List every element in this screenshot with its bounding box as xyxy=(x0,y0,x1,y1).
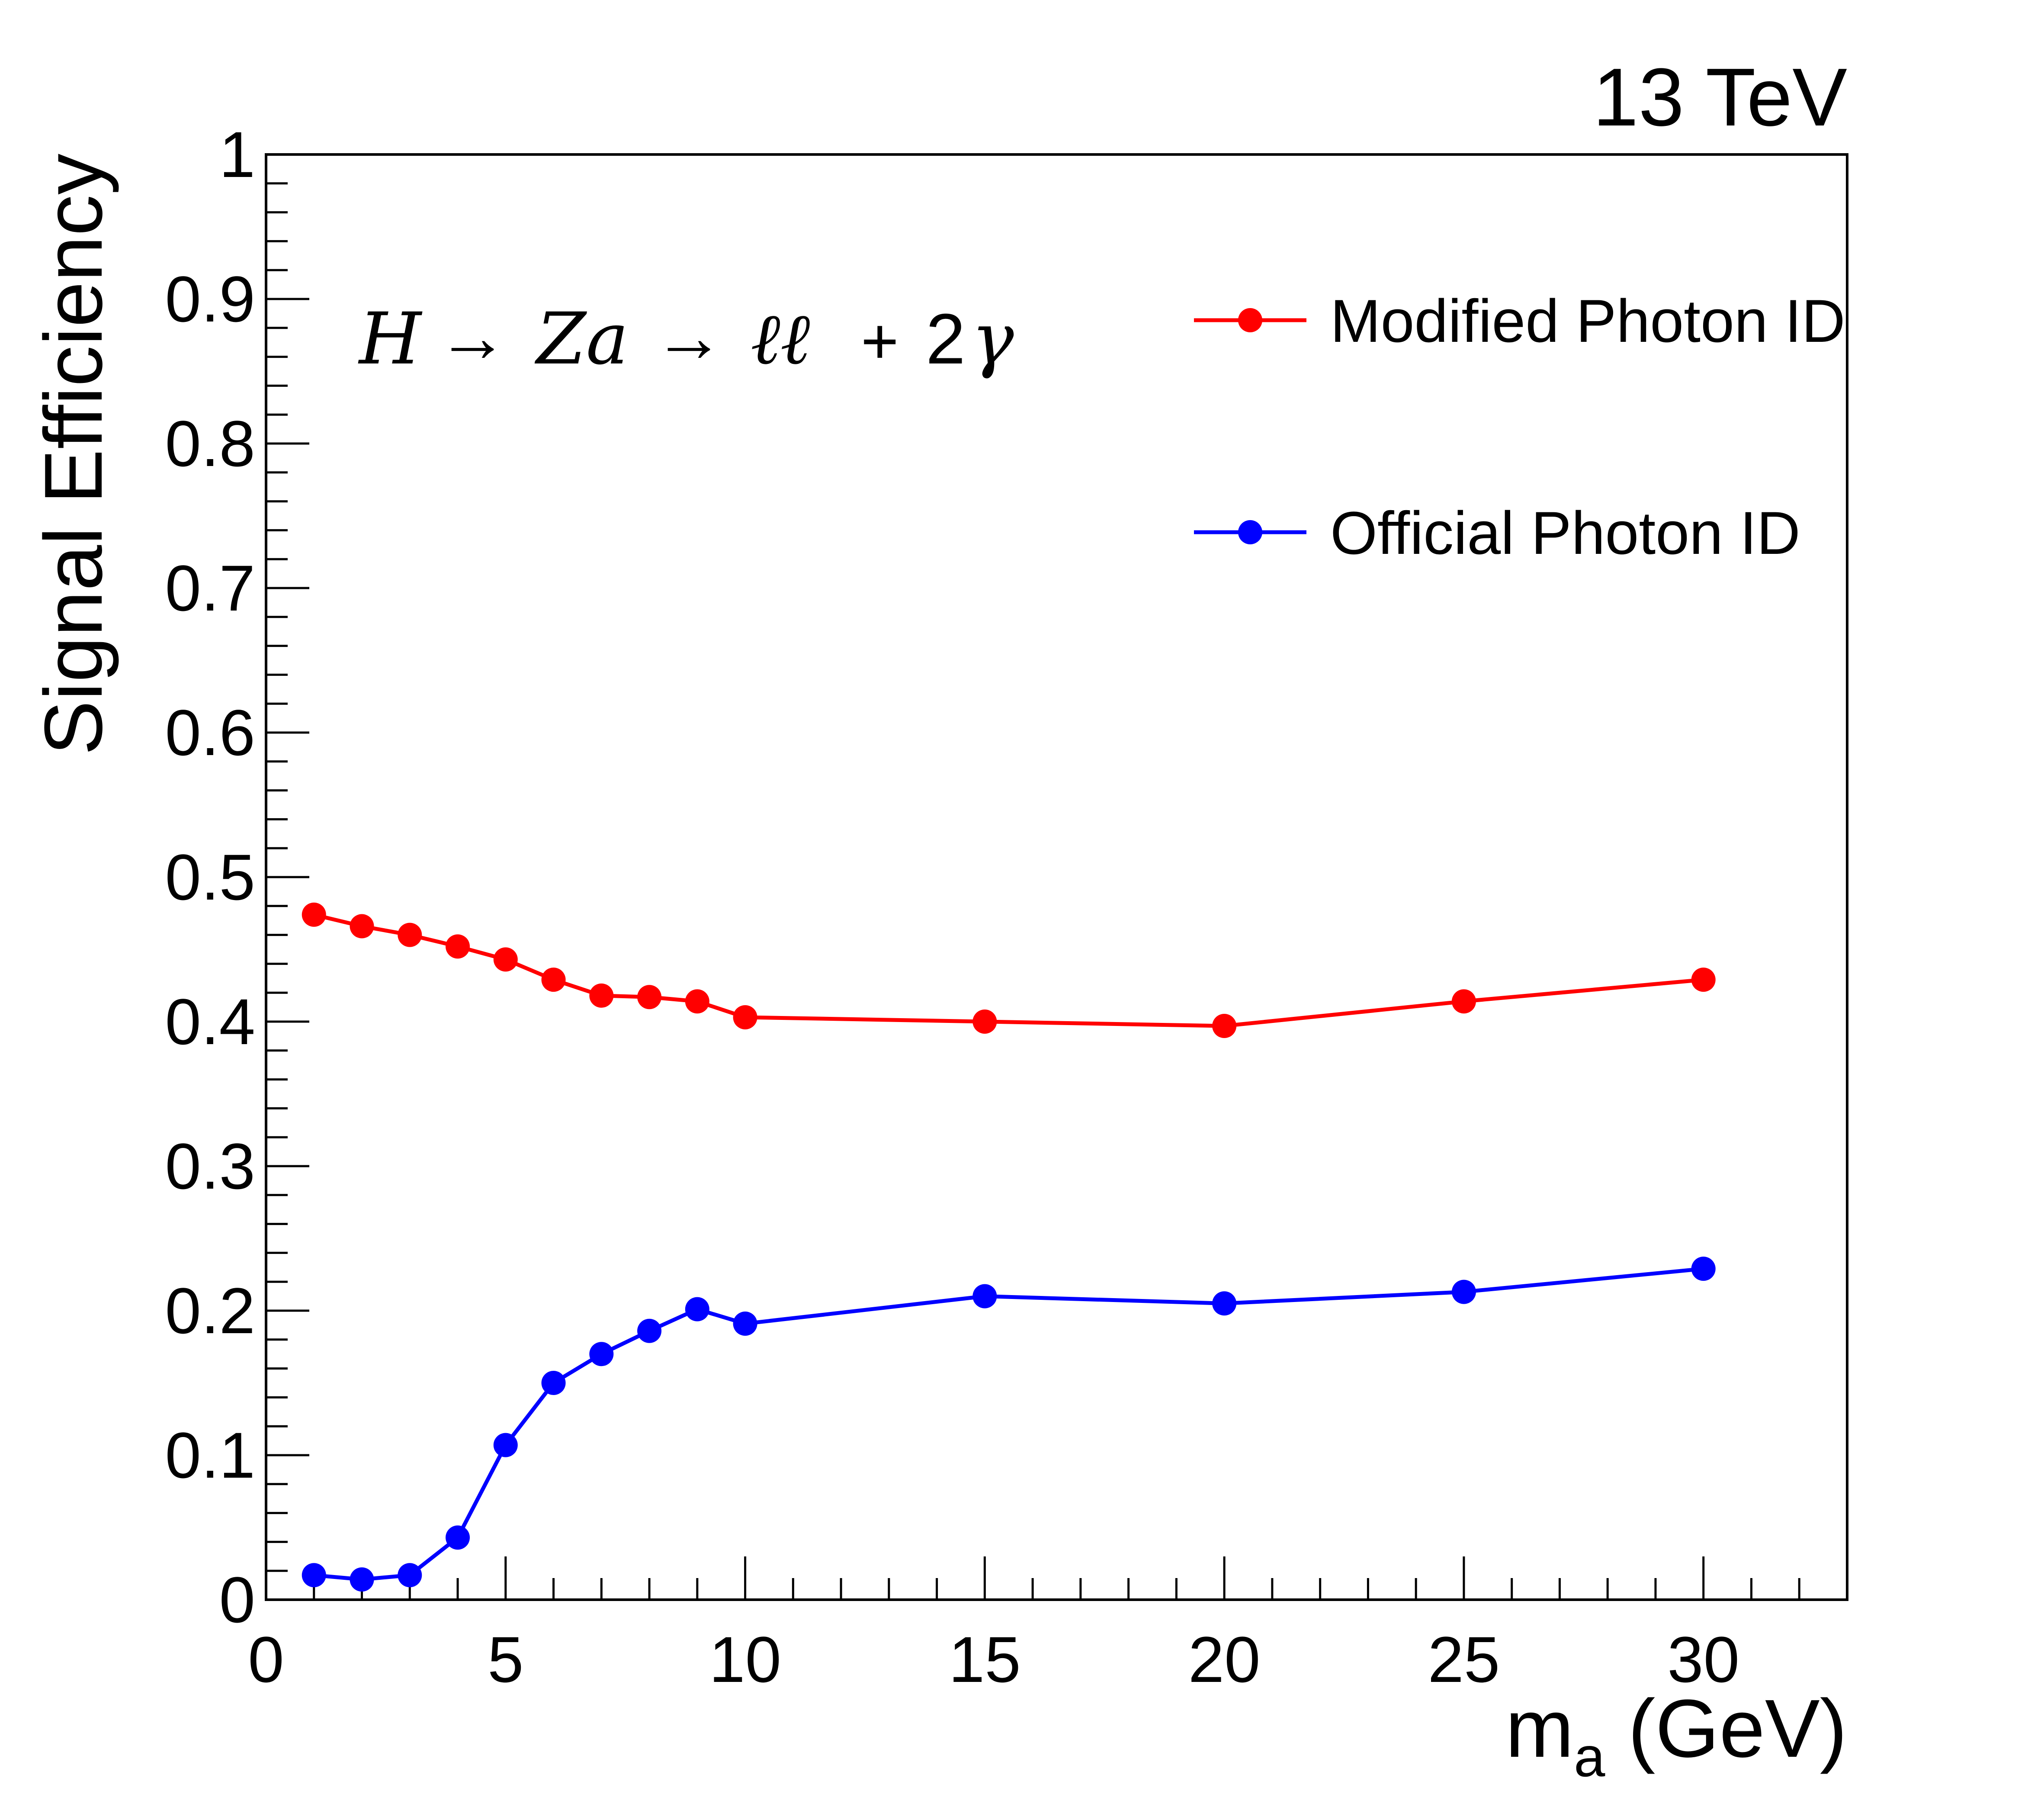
series-layer xyxy=(302,902,1716,1592)
data-point-modified-photon-id xyxy=(350,914,374,939)
process-arrow-2: → xyxy=(653,297,725,376)
data-point-official-photon-id xyxy=(589,1342,614,1366)
y-tick-label: 0.9 xyxy=(165,263,255,335)
y-tick-label: 0.2 xyxy=(165,1274,255,1347)
legend-entry-modified-photon-id: Modified Photon ID xyxy=(1194,287,1845,355)
x-axis-title: ma (GeV) xyxy=(1505,1683,1847,1788)
x-tick-label: 25 xyxy=(1428,1623,1500,1696)
process-h: H xyxy=(358,297,423,380)
data-point-official-photon-id xyxy=(350,1567,374,1592)
data-point-modified-photon-id xyxy=(589,983,614,1008)
data-point-modified-photon-id xyxy=(541,968,566,992)
data-point-official-photon-id xyxy=(733,1312,757,1336)
y-tick-label: 1 xyxy=(219,118,255,191)
x-tick-label: 15 xyxy=(949,1623,1021,1696)
plot-frame xyxy=(265,153,1848,1601)
data-point-modified-photon-id xyxy=(398,923,422,947)
data-point-official-photon-id xyxy=(972,1284,997,1308)
process-ll: ℓℓ xyxy=(751,297,810,380)
y-tick-label: 0.1 xyxy=(165,1419,255,1492)
y-tick-label: 0.5 xyxy=(165,841,255,913)
process-za: Za xyxy=(534,297,629,380)
data-point-modified-photon-id xyxy=(1451,989,1476,1014)
process-plus: + xyxy=(861,305,899,377)
process-arrow-1: → xyxy=(437,297,508,376)
energy-label: 13 TeV xyxy=(1593,51,1847,143)
y-tick-label: 0 xyxy=(219,1563,255,1636)
data-point-official-photon-id xyxy=(541,1371,566,1395)
data-point-official-photon-id xyxy=(1691,1257,1716,1281)
data-point-modified-photon-id xyxy=(733,1005,757,1029)
tick-labels: 0 5 10 15 20 25 30 0 0.1 0.2 0.3 0.4 0.5 0.6 0.7 0.8 0.9… xyxy=(165,118,1739,1696)
legend: Modified Photon ID Official Photon ID xyxy=(1194,287,1845,567)
data-point-official-photon-id xyxy=(637,1318,662,1343)
legend-label: Official Photon ID xyxy=(1330,499,1800,567)
y-tick-label: 0.6 xyxy=(165,696,255,769)
data-point-official-photon-id xyxy=(398,1563,422,1588)
x-tick-label: 5 xyxy=(488,1623,523,1696)
x-tick-label: 10 xyxy=(709,1623,781,1696)
y-tick-label: 0.7 xyxy=(165,552,255,624)
process-two: 2 xyxy=(926,299,966,379)
series-official-photon-id xyxy=(302,1257,1716,1592)
data-point-official-photon-id xyxy=(1212,1291,1237,1316)
y-tick-label: 0.4 xyxy=(165,985,255,1058)
legend-marker xyxy=(1238,308,1262,332)
data-point-modified-photon-id xyxy=(637,985,662,1009)
process-label: H → Za → ℓℓ + 2 γ xyxy=(358,297,1014,380)
legend-marker xyxy=(1238,520,1262,544)
data-point-official-photon-id xyxy=(493,1433,518,1457)
x-tick-label: 0 xyxy=(248,1623,284,1696)
data-point-official-photon-id xyxy=(1451,1280,1476,1304)
y-tick-label: 0.3 xyxy=(165,1130,255,1202)
data-point-modified-photon-id xyxy=(972,1009,997,1034)
series-modified-photon-id xyxy=(302,902,1716,1038)
data-point-official-photon-id xyxy=(685,1297,709,1321)
data-point-modified-photon-id xyxy=(685,989,709,1014)
y-axis-title: Signal Efficiency xyxy=(28,154,119,756)
legend-label: Modified Photon ID xyxy=(1330,287,1845,355)
data-point-modified-photon-id xyxy=(1212,1014,1237,1038)
process-gamma: γ xyxy=(971,297,1014,380)
y-tick-label: 0.8 xyxy=(165,407,255,480)
data-point-modified-photon-id xyxy=(1691,968,1716,992)
x-tick-label: 30 xyxy=(1667,1623,1739,1696)
data-point-official-photon-id xyxy=(446,1525,470,1550)
legend-entry-official-photon-id: Official Photon ID xyxy=(1194,499,1800,567)
x-tick-label: 20 xyxy=(1188,1623,1261,1696)
data-point-official-photon-id xyxy=(302,1563,326,1588)
data-point-modified-photon-id xyxy=(493,947,518,972)
data-point-modified-photon-id xyxy=(302,902,326,927)
data-point-modified-photon-id xyxy=(446,934,470,959)
